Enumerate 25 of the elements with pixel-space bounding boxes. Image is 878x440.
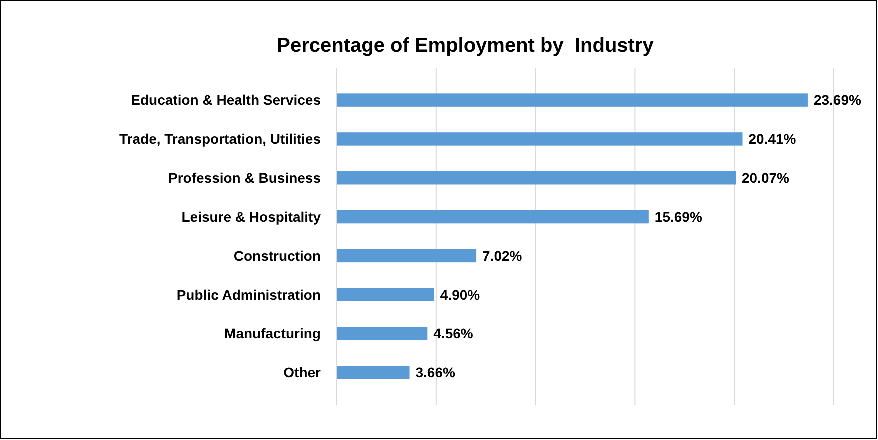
data-label: 20.41%	[748, 131, 797, 148]
bar	[337, 288, 434, 302]
chart-title: Percentage of Employment by Industry	[277, 35, 655, 57]
bar	[337, 327, 428, 340]
data-label: 23.69%	[814, 92, 862, 108]
y-tick-label: Profession & Business	[168, 170, 322, 186]
bar	[337, 172, 736, 185]
data-label: 3.66%	[416, 364, 456, 381]
y-tick-label: Public Administration	[176, 286, 321, 303]
bar	[337, 132, 743, 146]
y-tick-label: Trade, Transportation, Utilities	[120, 131, 322, 148]
data-label: 4.56%	[434, 326, 474, 342]
y-tick-label: Construction	[234, 248, 321, 264]
data-label: 15.69%	[654, 208, 703, 225]
data-label: 20.07%	[742, 170, 790, 186]
bar	[337, 94, 808, 107]
y-tick-label: Education & Health Services	[131, 92, 322, 108]
y-tick-label: Other	[284, 364, 322, 381]
bar	[337, 366, 410, 380]
bar	[337, 249, 477, 263]
bar	[337, 210, 649, 224]
y-tick-label: Leisure & Hospitality	[182, 208, 322, 225]
data-label: 4.90%	[440, 286, 481, 303]
y-tick-label: Manufacturing	[224, 326, 321, 342]
data-label: 7.02%	[482, 248, 523, 264]
